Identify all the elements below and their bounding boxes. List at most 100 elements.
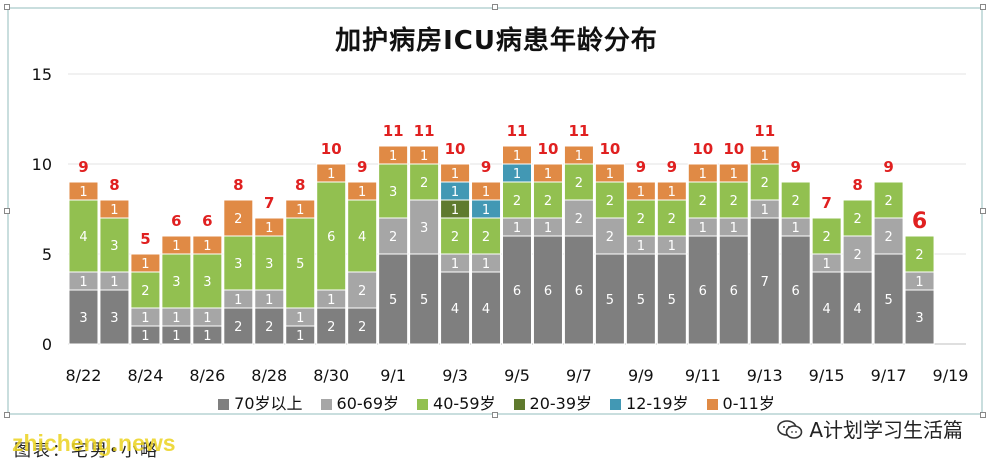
y-tick-label: 5 [42, 245, 52, 264]
bar-segment [563, 199, 594, 237]
total-label: 9 [883, 158, 893, 176]
data-label: 2 [699, 194, 707, 209]
data-label: 2 [389, 230, 397, 245]
data-label: 1 [327, 293, 335, 308]
x-tick-label: 9/19 [933, 366, 969, 385]
bar-segment [625, 253, 656, 345]
bar-segment [378, 253, 409, 345]
bar-segment [161, 235, 192, 255]
data-label: 1 [451, 167, 459, 182]
data-label: 1 [203, 329, 211, 344]
resize-handle-bottom[interactable] [492, 412, 498, 418]
resize-handle-top-right[interactable] [980, 4, 986, 10]
data-label: 1 [296, 329, 304, 344]
bar-segment [130, 271, 161, 309]
data-label: 3 [265, 257, 273, 272]
bar-segment [347, 307, 378, 345]
bar-segment [99, 217, 130, 273]
data-label: 1 [172, 329, 180, 344]
data-label: 2 [234, 212, 242, 227]
brand-label: A计划学习生活篇 [777, 414, 963, 443]
bar-segment [904, 235, 935, 273]
bar-segment [378, 217, 409, 255]
bar-segment [254, 217, 285, 237]
data-label: 2 [482, 230, 490, 245]
total-label: 10 [538, 140, 559, 158]
bar-segment [285, 199, 316, 219]
data-label: 5 [389, 293, 397, 308]
total-label: 11 [754, 122, 775, 140]
bar-segment [687, 235, 718, 345]
data-label: 5 [296, 257, 304, 272]
resize-handle-left[interactable] [4, 208, 10, 214]
bar-segment [192, 235, 223, 255]
data-label: 1 [513, 221, 521, 236]
x-tick-label: 9/3 [442, 366, 468, 385]
total-label: 9 [790, 158, 800, 176]
data-label: 1 [234, 293, 242, 308]
resize-handle-right[interactable] [980, 208, 986, 214]
data-label: 4 [358, 230, 366, 245]
data-label: 4 [451, 302, 459, 317]
data-label: 1 [358, 185, 366, 200]
bar-segment [223, 307, 254, 345]
bar-segment [780, 181, 811, 219]
resize-handle-bottom-right[interactable] [980, 412, 986, 418]
legend-item: 12-19岁 [610, 390, 689, 414]
data-label: 2 [884, 230, 892, 245]
bar-segment [471, 217, 502, 255]
x-tick-label: 9/15 [809, 366, 845, 385]
data-label: 2 [761, 176, 769, 191]
resize-handle-bottom-left[interactable] [4, 412, 10, 418]
legend-item: 0-11岁 [706, 390, 775, 414]
bar-segment [656, 181, 687, 201]
data-label: 1 [482, 185, 490, 200]
legend-swatch [610, 399, 622, 410]
data-label: 1 [668, 185, 676, 200]
data-label: 2 [513, 194, 521, 209]
data-label: 1 [141, 311, 149, 326]
bar-segment [532, 163, 563, 183]
legend-item: 70岁以上 [218, 390, 303, 414]
data-label: 5 [606, 293, 614, 308]
data-label: 1 [544, 221, 552, 236]
total-label: 8 [295, 176, 305, 194]
data-label: 1 [327, 167, 335, 182]
data-label: 1 [451, 257, 459, 272]
data-label: 2 [853, 212, 861, 227]
y-tick-label: 15 [32, 65, 52, 84]
bar-segment [68, 289, 99, 345]
total-label: 7 [821, 194, 831, 212]
data-label: 1 [730, 167, 738, 182]
data-label: 2 [606, 194, 614, 209]
bar-segment [347, 181, 378, 201]
data-label: 5 [420, 293, 428, 308]
bar-segment [842, 199, 873, 237]
bar-segment [780, 235, 811, 345]
data-label: 1 [141, 329, 149, 344]
resize-handle-top-left[interactable] [4, 4, 10, 10]
total-label: 10 [445, 140, 466, 158]
total-label: 6 [202, 212, 212, 230]
data-label: 1 [513, 149, 521, 164]
bar-segment [99, 199, 130, 219]
data-label: 2 [853, 248, 861, 263]
bar-segment [904, 289, 935, 345]
bar-segment [440, 163, 471, 183]
data-label: 3 [915, 311, 923, 326]
data-label: 1 [296, 203, 304, 218]
resize-handle-top[interactable] [492, 4, 498, 10]
data-label: 1 [637, 239, 645, 254]
x-tick-label: 9/7 [566, 366, 592, 385]
data-label: 2 [358, 320, 366, 335]
bar-segment [656, 253, 687, 345]
bar-segment [625, 199, 656, 237]
total-label: 11 [414, 122, 435, 140]
bar-segment [842, 235, 873, 273]
bar-segment [161, 253, 192, 309]
legend-swatch [218, 399, 230, 410]
data-label: 2 [884, 194, 892, 209]
data-label: 1 [79, 185, 87, 200]
data-label: 3 [420, 221, 428, 236]
data-label: 6 [513, 284, 521, 299]
